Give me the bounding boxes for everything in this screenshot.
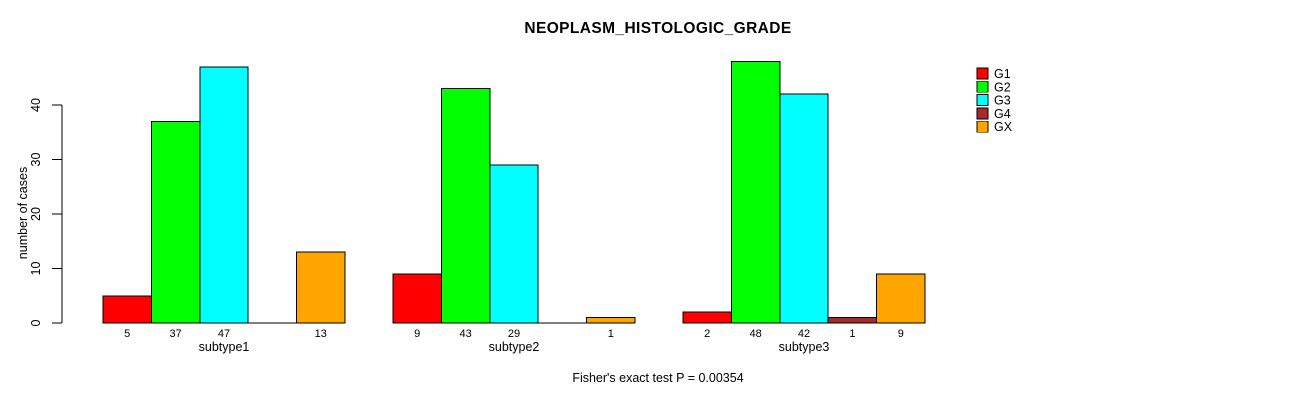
bar-subtype1-G2 <box>150 120 201 324</box>
bar-subtype2-G3 <box>489 164 539 324</box>
legend-label-G1: G1 <box>994 67 1011 81</box>
legend-label-G3: G3 <box>994 94 1011 108</box>
category-label-subtype2: subtype2 <box>489 340 540 354</box>
bar-subtype1-G1 <box>102 295 152 324</box>
legend-swatch-G3 <box>976 94 989 106</box>
y-axis-label: number of cases <box>16 167 30 259</box>
annotation-fisher-test: Fisher's exact test P = 0.00354 <box>572 371 743 385</box>
legend-swatch-G2 <box>976 80 989 93</box>
bar-subtype3-G4 <box>827 317 878 324</box>
y-axis-tick-label: 40 <box>29 98 43 112</box>
bar-value-label-subtype1-GX: 13 <box>315 328 327 340</box>
y-axis-tick-label: 0 <box>29 319 43 326</box>
bar-subtype3-G3 <box>779 93 829 324</box>
category-label-subtype3: subtype3 <box>779 340 830 354</box>
legend-label-GX: GX <box>994 120 1013 134</box>
bar-value-label-subtype3-G2: 48 <box>749 328 761 340</box>
bar-value-label-subtype3-G3: 42 <box>798 328 810 340</box>
bar-subtype1-GX <box>296 251 346 324</box>
bar-subtype3-G1 <box>682 311 732 324</box>
y-axis-tick-label: 20 <box>29 207 43 221</box>
bar-value-label-subtype2-G1: 9 <box>414 328 420 340</box>
legend-swatch-G4 <box>976 107 989 120</box>
bar-value-label-subtype2-G2: 43 <box>459 328 471 340</box>
legend-label-G2: G2 <box>994 80 1011 94</box>
bar-value-label-subtype3-G4: 1 <box>849 328 855 340</box>
bar-value-label-subtype1-G1: 5 <box>124 328 130 340</box>
legend-swatch-GX <box>976 120 989 133</box>
bar-subtype3-GX <box>876 273 926 324</box>
bar-subtype3-G2 <box>730 60 781 324</box>
plot-area: 0 10 20 30 40 5 37 47 13 subtype1 9 43 29 1 subtype2 2 4… <box>29 60 926 354</box>
bar-value-label-subtype1-G3: 47 <box>218 328 230 340</box>
bar-subtype2-G2 <box>440 88 491 324</box>
bar-subtype2-GX <box>586 317 636 324</box>
bar-value-label-subtype2-GX: 1 <box>608 328 614 340</box>
bar-value-label-subtype3-GX: 9 <box>898 328 904 340</box>
legend-label-G4: G4 <box>994 107 1011 121</box>
bar-value-label-subtype1-G2: 37 <box>169 328 181 340</box>
y-axis-tick-label: 30 <box>29 153 43 167</box>
y-axis-tick-label: 10 <box>29 262 43 276</box>
bar-value-label-subtype2-G3: 29 <box>508 328 520 340</box>
bar-subtype1-G3 <box>199 66 249 324</box>
chart-title: NEOPLASM_HISTOLOGIC_GRADE <box>524 20 791 37</box>
bar-value-label-subtype3-G1: 2 <box>704 328 710 340</box>
category-label-subtype1: subtype1 <box>199 340 250 354</box>
legend-swatch-G1 <box>976 67 989 80</box>
bar-subtype2-G1 <box>392 273 442 324</box>
